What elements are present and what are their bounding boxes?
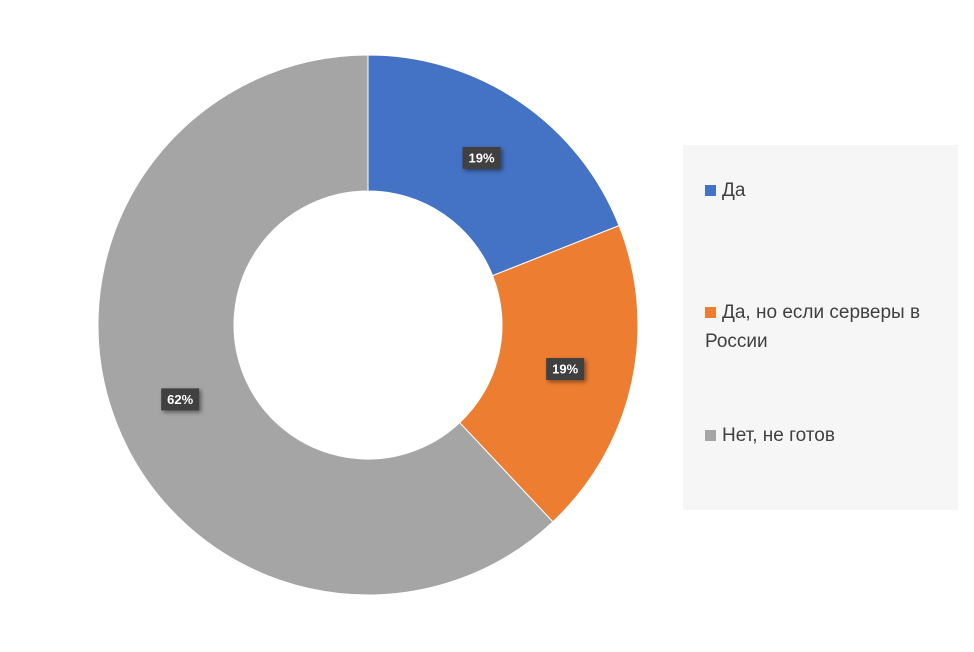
data-label-text: 62% [167, 392, 193, 407]
legend-swatch [705, 185, 716, 196]
legend-item: Нет, не готов [705, 421, 950, 450]
legend-item: Да, но если серверы в России [705, 298, 950, 356]
data-label-box [546, 358, 585, 381]
data-label-text: 19% [552, 362, 578, 377]
legend-label: Да [722, 180, 746, 201]
legend-swatch [705, 307, 716, 318]
data-label-box [462, 146, 501, 169]
data-label: 19% [546, 358, 585, 381]
data-label: 19% [462, 146, 501, 169]
data-label: 62% [161, 388, 200, 411]
legend-label: Нет, не готов [722, 425, 835, 446]
legend-label: Да, но если серверы в России [705, 302, 921, 352]
data-label-text: 19% [469, 150, 495, 165]
legend-swatch [705, 430, 716, 441]
legend-item: Да [705, 176, 950, 205]
donut-segment [97, 54, 554, 596]
legend: Да Да, но если серверы в России Нет, не го… [683, 145, 958, 510]
data-label-box [161, 388, 200, 411]
